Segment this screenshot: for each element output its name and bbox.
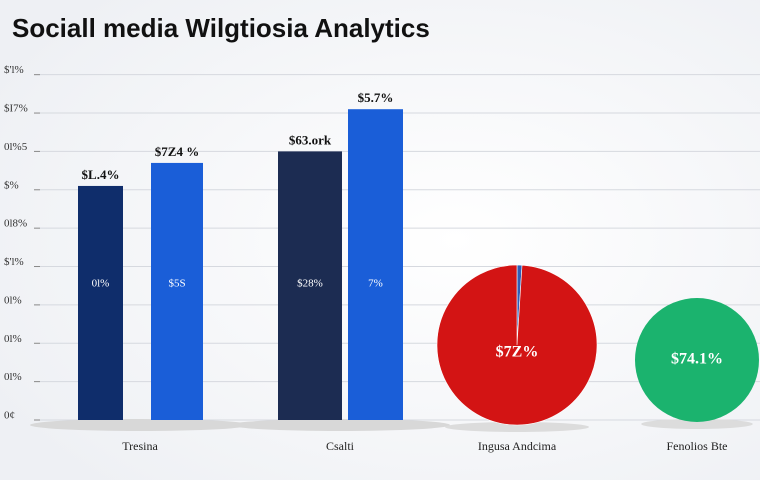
y-tick-label: 0l%5	[4, 141, 28, 153]
y-tick-label: $I7%	[4, 103, 28, 115]
bar-shadow	[230, 419, 450, 431]
y-tick-label: 0l8%	[4, 218, 27, 230]
bar-shadow	[30, 419, 250, 431]
x-tick-label: Csalti	[326, 439, 355, 453]
y-tick-label: $%	[4, 179, 19, 191]
pie-value-label: $74.1%	[671, 351, 723, 368]
chart-title: Sociall media Wilgtiosia Analytics	[12, 13, 430, 43]
y-tick-label: 0l%	[4, 294, 22, 306]
bar-inner-label: $5S	[168, 278, 185, 290]
bar-inner-label: $28%	[297, 278, 323, 290]
bar-value-label: $63.ork	[289, 132, 332, 147]
bar-value-label: $5.7%	[358, 90, 394, 105]
y-tick-label: 0¢	[4, 410, 15, 422]
pie-shadow	[641, 419, 753, 429]
bar	[348, 109, 403, 421]
y-tick-label: 0l%	[4, 333, 22, 345]
y-tick-label: $'l%	[4, 256, 24, 268]
bar-value-label: $7Z4 %	[155, 144, 199, 159]
bar-value-label: $L.4%	[82, 167, 120, 182]
pie-slice	[635, 298, 759, 422]
x-tick-label: Tresina	[122, 439, 158, 453]
bar-inner-label: 7%	[368, 278, 383, 290]
y-tick-label: 0l%	[4, 371, 22, 383]
pie-label: Ingusa Andcima	[478, 439, 557, 453]
bar	[78, 185, 123, 420]
bar	[151, 162, 203, 420]
pie-value-label: $7Z%	[496, 344, 539, 361]
y-tick-label: $'l%	[4, 64, 24, 76]
pie-shadow	[445, 422, 589, 432]
bar-inner-label: 0l%	[92, 278, 110, 290]
pie-label: Fenolios Bte	[666, 439, 727, 453]
pie-slice	[436, 264, 598, 426]
bar	[278, 151, 342, 421]
